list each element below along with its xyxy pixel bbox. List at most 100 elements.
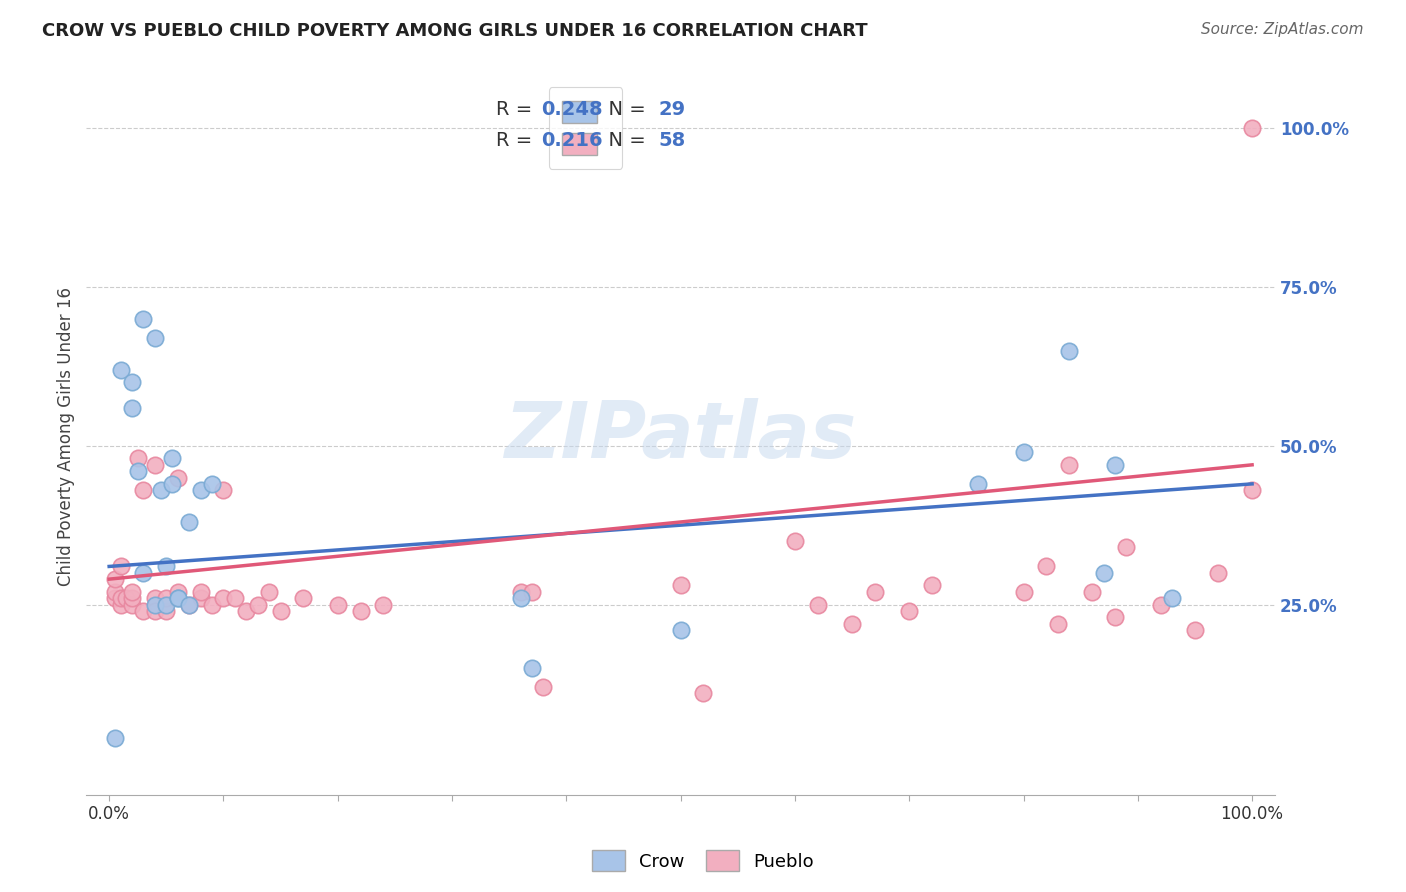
Point — [149, 483, 172, 498]
Point — [921, 578, 943, 592]
Point — [270, 604, 292, 618]
Point — [155, 604, 177, 618]
Point — [1092, 566, 1115, 580]
Point — [1035, 559, 1057, 574]
Point — [110, 598, 132, 612]
Point — [201, 476, 224, 491]
Point — [1057, 343, 1080, 358]
Point — [179, 598, 201, 612]
Point — [190, 585, 212, 599]
Point — [121, 585, 143, 599]
Point — [143, 598, 166, 612]
Point — [132, 311, 155, 326]
Text: 0.248: 0.248 — [541, 100, 603, 119]
Point — [121, 591, 143, 606]
Point — [349, 604, 371, 618]
Point — [1150, 598, 1173, 612]
Point — [179, 515, 201, 529]
Text: Source: ZipAtlas.com: Source: ZipAtlas.com — [1201, 22, 1364, 37]
Point — [143, 331, 166, 345]
Point — [246, 598, 269, 612]
Point — [127, 464, 149, 478]
Point — [1104, 610, 1126, 624]
Point — [326, 598, 349, 612]
Text: N =: N = — [596, 100, 652, 119]
Text: N =: N = — [596, 131, 652, 150]
Point — [1241, 483, 1264, 498]
Text: CROW VS PUEBLO CHILD POVERTY AMONG GIRLS UNDER 16 CORRELATION CHART: CROW VS PUEBLO CHILD POVERTY AMONG GIRLS… — [42, 22, 868, 40]
Point — [110, 559, 132, 574]
Point — [966, 476, 988, 491]
Point — [110, 362, 132, 376]
Point — [807, 598, 830, 612]
Text: 29: 29 — [658, 100, 685, 119]
Point — [127, 451, 149, 466]
Point — [155, 559, 177, 574]
Point — [179, 598, 201, 612]
Point — [224, 591, 246, 606]
Point — [212, 483, 235, 498]
Point — [520, 661, 543, 675]
Point — [201, 598, 224, 612]
Point — [155, 591, 177, 606]
Legend: Crow, Pueblo: Crow, Pueblo — [585, 843, 821, 879]
Point — [166, 585, 188, 599]
Y-axis label: Child Poverty Among Girls Under 16: Child Poverty Among Girls Under 16 — [58, 286, 75, 586]
Point — [863, 585, 886, 599]
Text: R =: R = — [496, 100, 538, 119]
Point — [166, 470, 188, 484]
Point — [520, 585, 543, 599]
Point — [1206, 566, 1229, 580]
Point — [1081, 585, 1104, 599]
Point — [1104, 458, 1126, 472]
Point — [190, 591, 212, 606]
Point — [110, 591, 132, 606]
Point — [104, 591, 127, 606]
Point — [1184, 623, 1206, 637]
Point — [104, 731, 127, 745]
Point — [143, 591, 166, 606]
Point — [1012, 585, 1035, 599]
Point — [1241, 121, 1264, 136]
Point — [121, 376, 143, 390]
Point — [292, 591, 315, 606]
Point — [841, 616, 863, 631]
Point — [132, 604, 155, 618]
Point — [1057, 458, 1080, 472]
Point — [1046, 616, 1069, 631]
Point — [509, 591, 531, 606]
Point — [212, 591, 235, 606]
Point — [104, 585, 127, 599]
Point — [166, 591, 188, 606]
Point — [160, 451, 183, 466]
Point — [235, 604, 257, 618]
Point — [1115, 541, 1137, 555]
Text: R =: R = — [496, 131, 538, 150]
Text: 0.216: 0.216 — [541, 131, 603, 150]
Legend: , : , — [548, 87, 623, 169]
Point — [190, 483, 212, 498]
Point — [115, 591, 138, 606]
Point — [783, 534, 806, 549]
Point — [509, 585, 531, 599]
Point — [898, 604, 921, 618]
Point — [160, 476, 183, 491]
Point — [1012, 445, 1035, 459]
Point — [533, 680, 555, 694]
Point — [692, 686, 714, 700]
Point — [143, 604, 166, 618]
Point — [373, 598, 395, 612]
Point — [669, 578, 692, 592]
Point — [143, 458, 166, 472]
Point — [104, 572, 127, 586]
Text: ZIPatlas: ZIPatlas — [505, 398, 856, 475]
Point — [166, 591, 188, 606]
Text: 58: 58 — [658, 131, 685, 150]
Point — [1161, 591, 1184, 606]
Point — [121, 598, 143, 612]
Point — [132, 566, 155, 580]
Point — [132, 483, 155, 498]
Point — [257, 585, 280, 599]
Point — [121, 401, 143, 415]
Point — [669, 623, 692, 637]
